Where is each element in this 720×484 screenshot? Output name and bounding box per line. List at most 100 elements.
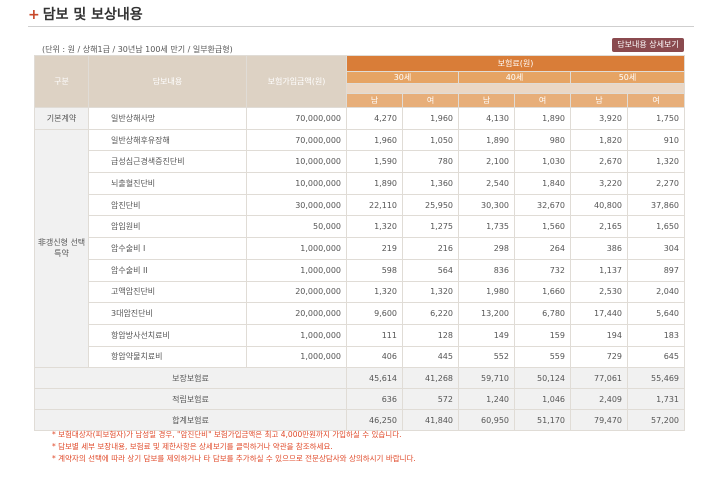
coverage-name: 항암약물치료비: [88, 345, 247, 369]
premium-cell: 1,820: [570, 128, 628, 152]
header-male: 남: [346, 93, 403, 108]
coverage-name: 고액암진단비: [88, 280, 247, 304]
total-cell: 41,268: [402, 367, 459, 390]
premium-cell: 732: [514, 258, 571, 282]
total-label: 합계보험료: [34, 409, 347, 432]
premium-cell: 1,960: [402, 107, 459, 130]
total-cell: 50,124: [514, 367, 571, 390]
premium-cell: 298: [458, 237, 515, 260]
total-cell: 51,170: [514, 409, 571, 432]
header-insured-amount: 보험가입금액(원): [246, 55, 347, 108]
premium-cell: 1,890: [514, 107, 571, 130]
premium-cell: 1,890: [346, 172, 403, 195]
premium-cell: 2,540: [458, 172, 515, 195]
table-totals: 보장보험료 45,614 41,268 59,710 50,124 77,061 55,46…: [34, 367, 685, 432]
unit-note: (단위 : 원 / 상해1급 / 30년납 100세 만기 / 일부환급형): [42, 45, 233, 54]
premium-cell: 40,800: [570, 193, 628, 217]
premium-cell: 2,165: [570, 215, 628, 239]
premium-cell: 2,040: [627, 280, 685, 304]
premium-cell: 13,200: [458, 302, 515, 325]
total-cell: 60,950: [458, 409, 515, 432]
premium-cell: 897: [627, 258, 685, 282]
section-title-text: 담보 및 보상내용: [42, 7, 143, 23]
total-cell: 1,240: [458, 388, 515, 411]
premium-cell: 1,890: [458, 128, 515, 152]
header-female: 여: [514, 93, 571, 108]
coverage-name: 암수술비 I: [88, 237, 247, 260]
premium-cell: 4,270: [346, 107, 403, 130]
table-row: 암진단비 30,000,000 22,110 25,950 30,300 32,670 40…: [35, 193, 685, 217]
premium-cell: 1,660: [514, 280, 571, 304]
footnote: * 보험대상자(피보험자)가 남성일 경우, "암진단비" 보험가입금액은 최고…: [52, 430, 402, 439]
premium-cell: 1,137: [570, 258, 628, 282]
premium-cell: 32,670: [514, 193, 571, 217]
header-spacer: [346, 83, 685, 94]
total-cell: 77,061: [570, 367, 628, 390]
header-female: 여: [627, 93, 685, 108]
header-premium: 보험료(원): [346, 55, 685, 72]
premium-cell: 159: [514, 323, 571, 347]
table-row: 非갱신형 선택특약 일반상해후유장해 70,000,000 1,960 1,05…: [34, 128, 685, 369]
premium-cell: 1,320: [402, 280, 459, 304]
premium-cell: 25,950: [402, 193, 459, 217]
insured-amount: 70,000,000: [246, 107, 347, 130]
premium-cell: 1,320: [346, 215, 403, 239]
header-male: 남: [570, 93, 628, 108]
premium-cell: 3,220: [570, 172, 628, 195]
insured-amount: 50,000: [246, 215, 347, 239]
premium-cell: 1,590: [346, 150, 403, 174]
premium-cell: 149: [458, 323, 515, 347]
total-cell: 46,250: [346, 409, 403, 432]
premium-cell: 194: [570, 323, 628, 347]
premium-cell: 1,050: [402, 128, 459, 152]
coverage-name: 급성심근경색증진단비: [88, 150, 247, 174]
table-row: 암입원비 50,000 1,320 1,275 1,735 1,560 2,165 1,650: [35, 215, 685, 239]
premium-cell: 836: [458, 258, 515, 282]
insured-amount: 1,000,000: [246, 258, 347, 282]
insured-amount: 1,000,000: [246, 345, 347, 369]
table-row: 암수술비 II 1,000,000 598 564 836 732 1,137 897: [35, 258, 685, 282]
premium-cell: 4,130: [458, 107, 515, 130]
premium-cell: 729: [570, 345, 628, 369]
premium-cell: 128: [402, 323, 459, 347]
table-row: 급성심근경색증진단비 10,000,000 1,590 780 2,100 1,030 2,…: [35, 150, 685, 174]
coverage-name: 뇌출혈진단비: [88, 172, 247, 195]
table-row: 3대암진단비 20,000,000 9,600 6,220 13,200 6,780 17,…: [35, 302, 685, 325]
premium-cell: 17,440: [570, 302, 628, 325]
premium-cell: 1,560: [514, 215, 571, 239]
table-row: 암수술비 I 1,000,000 219 216 298 264 386 304: [35, 237, 685, 260]
premium-cell: 780: [402, 150, 459, 174]
premium-cell: 1,735: [458, 215, 515, 239]
header-age-30: 30세: [346, 71, 459, 84]
premium-cell: 1,275: [402, 215, 459, 239]
coverage-name: 암진단비: [88, 193, 247, 217]
table-row: 항암방사선치료비 1,000,000 111 128 149 159 194 183: [35, 323, 685, 347]
premium-cell: 910: [627, 128, 685, 152]
premium-cell: 22,110: [346, 193, 403, 217]
premium-cell: 2,100: [458, 150, 515, 174]
detail-view-button[interactable]: 담보내용 상세보기: [612, 38, 684, 52]
total-label: 보장보험료: [34, 367, 347, 390]
header-female: 여: [402, 93, 459, 108]
insured-amount: 20,000,000: [246, 302, 347, 325]
premium-cell: 386: [570, 237, 628, 260]
category-basic: 기본계약: [34, 107, 89, 130]
premium-table: 구분 담보내용 보험가입금액(원) 보험료(원) 30세 40세 50세 남 여…: [34, 55, 685, 432]
total-cell: 572: [402, 388, 459, 411]
premium-cell: 1,750: [627, 107, 685, 130]
premium-cell: 598: [346, 258, 403, 282]
section-title: + 담보 및 보상내용: [28, 4, 143, 24]
category-optional: 非갱신형 선택특약: [34, 128, 89, 369]
premium-cell: 216: [402, 237, 459, 260]
premium-cell: 2,270: [627, 172, 685, 195]
total-cell: 59,710: [458, 367, 515, 390]
premium-cell: 5,640: [627, 302, 685, 325]
premium-cell: 264: [514, 237, 571, 260]
insured-amount: 20,000,000: [246, 280, 347, 304]
premium-cell: 564: [402, 258, 459, 282]
insured-amount: 10,000,000: [246, 150, 347, 174]
premium-cell: 9,600: [346, 302, 403, 325]
table-row: 기본계약 일반상해사망 70,000,000 4,270 1,960 4,130…: [34, 107, 685, 130]
header-category: 구분: [34, 55, 89, 108]
header-coverage: 담보내용: [88, 55, 247, 108]
